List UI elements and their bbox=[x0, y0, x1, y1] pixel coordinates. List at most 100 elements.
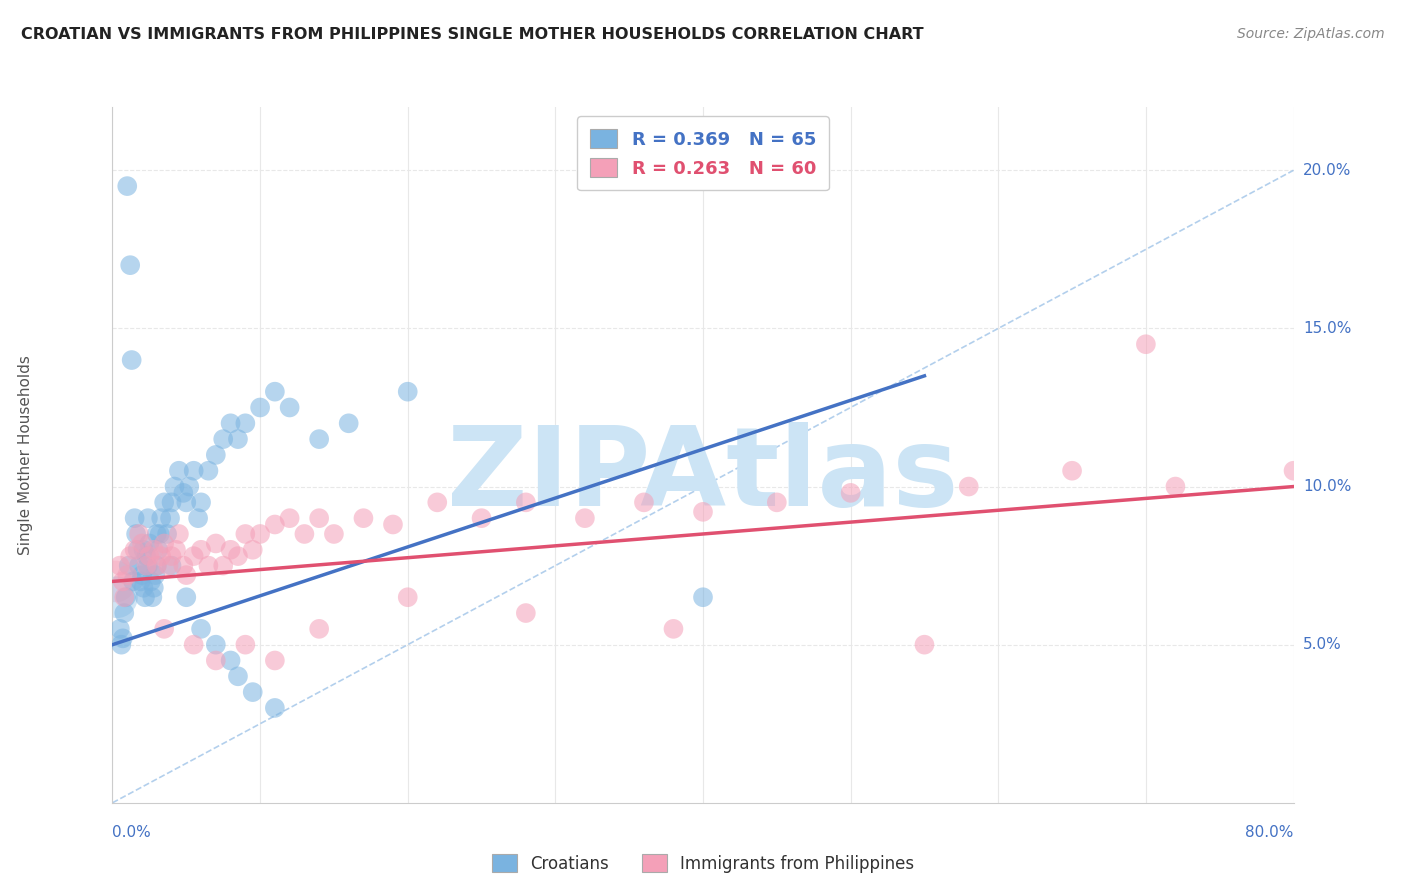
Point bbox=[323, 527, 346, 541]
Point bbox=[131, 568, 153, 582]
Point bbox=[165, 542, 187, 557]
Point bbox=[167, 527, 190, 541]
Point bbox=[139, 574, 162, 589]
Point bbox=[153, 495, 176, 509]
Point bbox=[205, 536, 228, 550]
Point bbox=[1164, 479, 1187, 493]
Point bbox=[156, 527, 179, 541]
Point bbox=[153, 536, 176, 550]
Point bbox=[157, 558, 180, 573]
Point bbox=[131, 536, 153, 550]
Point bbox=[242, 685, 264, 699]
Point bbox=[148, 542, 170, 557]
Point bbox=[146, 527, 169, 541]
Point bbox=[692, 505, 714, 519]
Point bbox=[172, 486, 194, 500]
Point bbox=[134, 591, 156, 605]
Text: 20.0%: 20.0% bbox=[1303, 163, 1351, 178]
Point bbox=[142, 581, 165, 595]
Point bbox=[396, 591, 419, 605]
Point bbox=[226, 549, 249, 563]
Point bbox=[396, 384, 419, 399]
Legend: Croatians, Immigrants from Philippines: Croatians, Immigrants from Philippines bbox=[485, 847, 921, 880]
Point bbox=[132, 542, 155, 557]
Point bbox=[264, 384, 287, 399]
Point bbox=[111, 574, 134, 589]
Point bbox=[112, 591, 135, 605]
Legend: R = 0.369   N = 65, R = 0.263   N = 60: R = 0.369 N = 65, R = 0.263 N = 60 bbox=[578, 116, 828, 190]
Point bbox=[226, 669, 249, 683]
Point bbox=[128, 558, 150, 573]
Point bbox=[120, 258, 142, 272]
Point bbox=[233, 527, 256, 541]
Point bbox=[160, 549, 183, 563]
Point bbox=[1062, 464, 1084, 478]
Point bbox=[111, 632, 134, 646]
Point bbox=[205, 638, 228, 652]
Point bbox=[183, 549, 205, 563]
Point bbox=[124, 511, 146, 525]
Point bbox=[278, 401, 301, 415]
Point bbox=[308, 432, 330, 446]
Point bbox=[105, 591, 128, 605]
Point bbox=[108, 558, 131, 573]
Point bbox=[124, 542, 146, 557]
Point bbox=[159, 511, 181, 525]
Point bbox=[153, 622, 176, 636]
Point bbox=[233, 417, 256, 431]
Point bbox=[264, 517, 287, 532]
Point bbox=[957, 479, 980, 493]
Point bbox=[150, 511, 173, 525]
Text: 15.0%: 15.0% bbox=[1303, 321, 1351, 336]
Point bbox=[337, 417, 360, 431]
Point bbox=[308, 511, 330, 525]
Point bbox=[839, 486, 862, 500]
Point bbox=[470, 511, 494, 525]
Point bbox=[205, 653, 228, 667]
Text: 80.0%: 80.0% bbox=[1246, 825, 1294, 840]
Point bbox=[264, 701, 287, 715]
Point bbox=[110, 638, 132, 652]
Point bbox=[292, 527, 315, 541]
Point bbox=[515, 495, 537, 509]
Text: 10.0%: 10.0% bbox=[1303, 479, 1351, 494]
Point bbox=[219, 653, 242, 667]
Point bbox=[160, 495, 183, 509]
Point bbox=[219, 542, 242, 557]
Text: 5.0%: 5.0% bbox=[1303, 637, 1343, 652]
Point bbox=[197, 558, 219, 573]
Point bbox=[233, 638, 256, 652]
Point bbox=[104, 574, 127, 589]
Point bbox=[212, 432, 235, 446]
Point bbox=[183, 464, 205, 478]
Point bbox=[172, 558, 194, 573]
Point bbox=[125, 527, 148, 541]
Point bbox=[197, 464, 219, 478]
Point bbox=[1135, 337, 1157, 351]
Point bbox=[142, 542, 165, 557]
Point bbox=[118, 558, 141, 573]
Point bbox=[187, 511, 209, 525]
Point bbox=[127, 542, 149, 557]
Point bbox=[141, 591, 163, 605]
Point bbox=[149, 527, 172, 541]
Point bbox=[174, 591, 197, 605]
Point bbox=[138, 536, 160, 550]
Point bbox=[242, 542, 264, 557]
Point bbox=[662, 622, 685, 636]
Point bbox=[308, 622, 330, 636]
Point bbox=[146, 558, 169, 573]
Point bbox=[132, 581, 155, 595]
Point bbox=[190, 495, 212, 509]
Point bbox=[108, 622, 131, 636]
Point bbox=[146, 558, 169, 573]
Point bbox=[352, 511, 374, 525]
Point bbox=[633, 495, 655, 509]
Point bbox=[212, 558, 235, 573]
Text: 0.0%: 0.0% bbox=[112, 825, 152, 840]
Point bbox=[135, 558, 157, 573]
Point bbox=[129, 574, 152, 589]
Point bbox=[114, 591, 136, 605]
Point bbox=[167, 464, 190, 478]
Point bbox=[135, 549, 157, 563]
